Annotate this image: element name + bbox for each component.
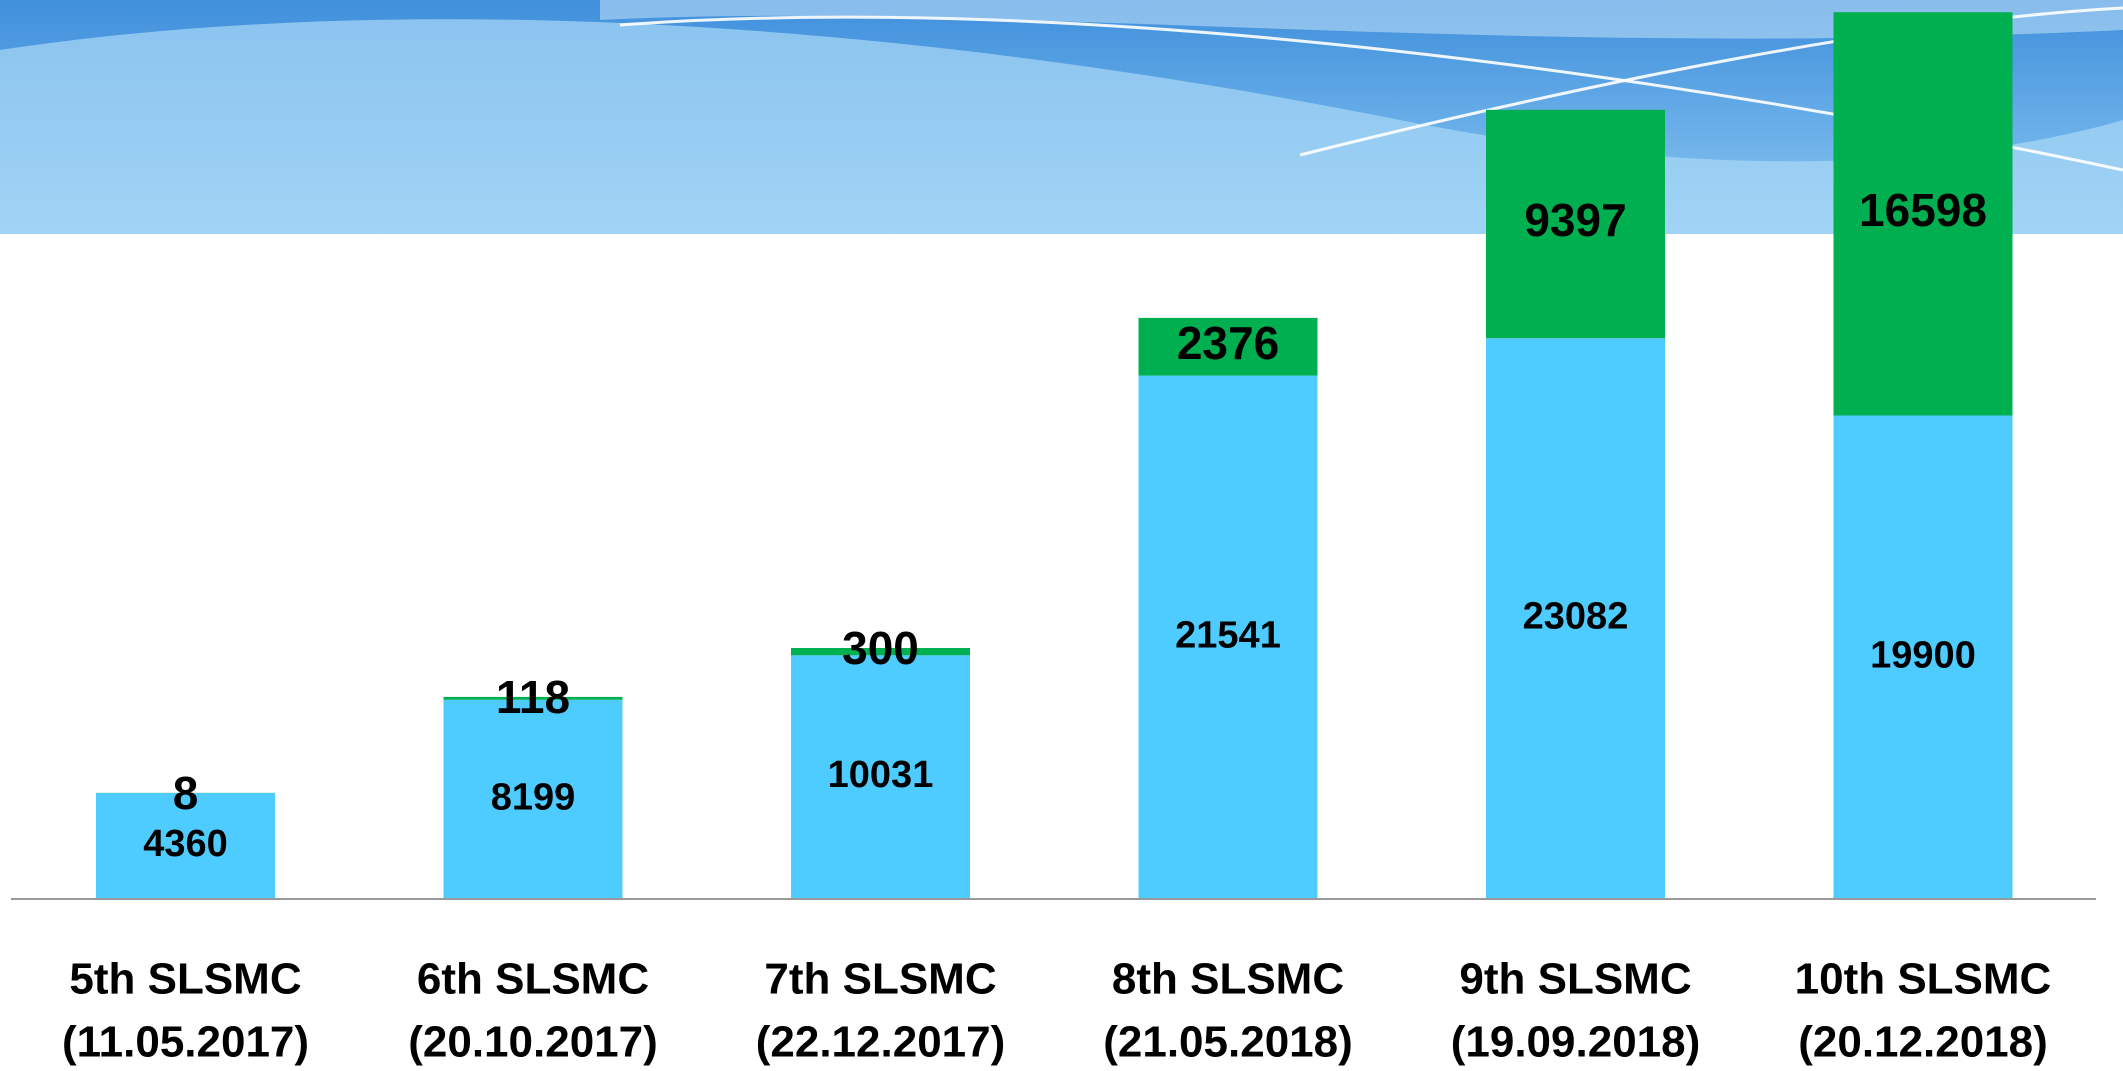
- value-label: 9397: [1524, 194, 1626, 246]
- value-label: 300: [842, 622, 919, 674]
- x-tick-label: 5th SLSMC: [69, 955, 301, 1004]
- x-tick-label: (11.05.2017): [62, 1018, 309, 1067]
- x-tick-label: 8th SLSMC: [1112, 955, 1344, 1004]
- value-label: 8: [173, 767, 199, 819]
- value-label: 10031: [828, 754, 934, 796]
- value-label: 19900: [1870, 634, 1976, 676]
- x-tick-label: (21.05.2018): [1103, 1018, 1353, 1067]
- x-tick-label: 6th SLSMC: [417, 955, 649, 1004]
- x-tick-label: (20.10.2017): [408, 1018, 658, 1067]
- value-label: 21541: [1175, 614, 1281, 656]
- value-label: 2376: [1177, 317, 1279, 369]
- chart: 43608 5th SLSMC (11.05.2017) 8199 118 6th SLS…: [0, 0, 2123, 1071]
- x-tick-label: (22.12.2017): [756, 1018, 1006, 1067]
- x-tick-label: 9th SLSMC: [1459, 955, 1691, 1004]
- value-label: 118: [496, 671, 570, 723]
- value-label: 16598: [1859, 184, 1987, 236]
- value-label: 8199: [491, 776, 576, 818]
- page: {"chart_data": {"type": "stacked-bar", "…: [0, 0, 2123, 1071]
- x-tick-label: 10th SLSMC: [1795, 955, 2052, 1004]
- header-background: [0, 0, 2123, 234]
- x-tick-label: 7th SLSMC: [764, 955, 996, 1004]
- x-tick-label: (20.12.2018): [1798, 1018, 2048, 1067]
- value-label: 23082: [1523, 596, 1629, 638]
- x-tick-label: (19.09.2018): [1451, 1018, 1701, 1067]
- value-label: 4360: [143, 823, 228, 865]
